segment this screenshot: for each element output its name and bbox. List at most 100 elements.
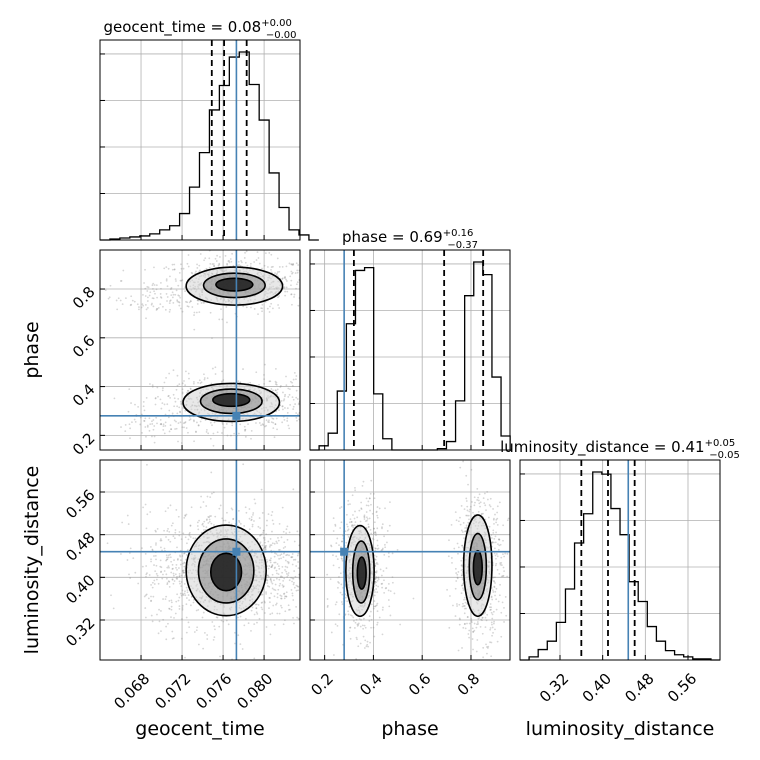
sample-point xyxy=(317,582,319,584)
sample-point xyxy=(255,607,258,610)
sample-point xyxy=(491,541,494,544)
sample-point xyxy=(465,526,468,529)
contour-line xyxy=(182,382,281,423)
sample-point xyxy=(177,599,180,602)
sample-point xyxy=(476,621,479,623)
sample-point xyxy=(373,605,375,608)
sample-point xyxy=(291,381,294,384)
sample-point xyxy=(153,564,155,566)
sample-point xyxy=(264,545,267,547)
sample-point xyxy=(148,294,151,297)
sample-point xyxy=(139,423,142,426)
sample-point xyxy=(313,260,315,262)
sample-point xyxy=(170,560,173,563)
sample-point xyxy=(196,421,198,424)
sample-point xyxy=(488,606,491,609)
sample-point xyxy=(465,474,468,477)
sample-point xyxy=(393,592,396,595)
sample-point xyxy=(274,389,277,392)
sample-point xyxy=(179,411,182,414)
sample-point xyxy=(221,380,223,383)
sample-point xyxy=(147,286,150,289)
sample-point xyxy=(374,558,377,561)
sample-point xyxy=(178,567,180,569)
sample-point xyxy=(173,268,176,271)
sample-point xyxy=(277,536,279,539)
sample-point xyxy=(381,582,384,585)
sample-point xyxy=(165,536,167,538)
sample-point xyxy=(285,554,288,557)
sample-point xyxy=(278,612,281,615)
sample-point xyxy=(173,405,176,408)
sample-point xyxy=(194,537,197,540)
sample-point xyxy=(369,509,371,512)
sample-point xyxy=(175,509,178,511)
sample-point xyxy=(172,637,175,640)
sample-point xyxy=(218,262,221,265)
sample-point xyxy=(173,268,176,271)
sample-point xyxy=(356,623,359,626)
sample-point xyxy=(216,254,218,257)
sample-point xyxy=(161,389,164,392)
sample-point xyxy=(183,552,186,554)
sample-point xyxy=(495,598,498,601)
sample-point xyxy=(239,615,242,618)
sample-point xyxy=(226,511,228,514)
sample-point xyxy=(295,565,298,567)
sample-point xyxy=(472,630,475,633)
sample-point xyxy=(169,540,172,543)
sample-point xyxy=(468,518,470,521)
sample-point xyxy=(265,533,268,536)
sample-point xyxy=(264,548,267,551)
sample-point xyxy=(157,582,160,585)
sample-point xyxy=(265,559,268,561)
sample-point xyxy=(207,515,210,518)
sample-point xyxy=(168,580,171,583)
sample-point xyxy=(289,388,291,391)
sample-point xyxy=(362,635,365,638)
contour-line xyxy=(202,272,266,299)
sample-point xyxy=(209,421,212,424)
sample-point xyxy=(329,571,331,573)
sample-point xyxy=(380,549,383,552)
x-tick-label: 0.2 xyxy=(307,670,337,700)
sample-point xyxy=(160,296,163,299)
sample-point xyxy=(164,598,167,601)
sample-point xyxy=(176,412,179,415)
sample-point xyxy=(210,471,213,474)
sample-point xyxy=(182,532,185,535)
sample-point xyxy=(364,520,367,523)
sample-point xyxy=(181,604,184,607)
sample-point xyxy=(479,505,481,508)
sample-point xyxy=(267,420,269,423)
sample-point xyxy=(363,515,366,518)
sample-point xyxy=(502,524,505,527)
sample-point xyxy=(185,427,188,429)
sample-point xyxy=(335,542,338,544)
sample-point xyxy=(104,289,107,292)
sample-point xyxy=(181,589,184,592)
sample-point xyxy=(155,578,158,581)
sample-point xyxy=(159,296,162,298)
sample-point xyxy=(351,524,354,526)
sample-point xyxy=(173,263,176,266)
sample-point xyxy=(496,555,499,558)
sample-point xyxy=(270,579,272,582)
sample-point xyxy=(286,525,289,528)
sample-point xyxy=(167,394,170,397)
sample-point xyxy=(183,380,185,382)
sample-point xyxy=(392,665,394,667)
sample-point xyxy=(288,531,291,534)
sample-point xyxy=(357,622,360,625)
sample-point xyxy=(264,547,267,550)
sample-point xyxy=(165,293,168,295)
contour-line xyxy=(212,392,251,408)
sample-point xyxy=(171,268,174,271)
sample-point xyxy=(295,412,298,414)
sample-point xyxy=(244,261,247,264)
sample-point xyxy=(296,269,299,272)
sample-point xyxy=(368,615,371,617)
sample-point xyxy=(345,594,348,597)
sample-point xyxy=(461,531,464,533)
sample-point xyxy=(219,256,221,258)
